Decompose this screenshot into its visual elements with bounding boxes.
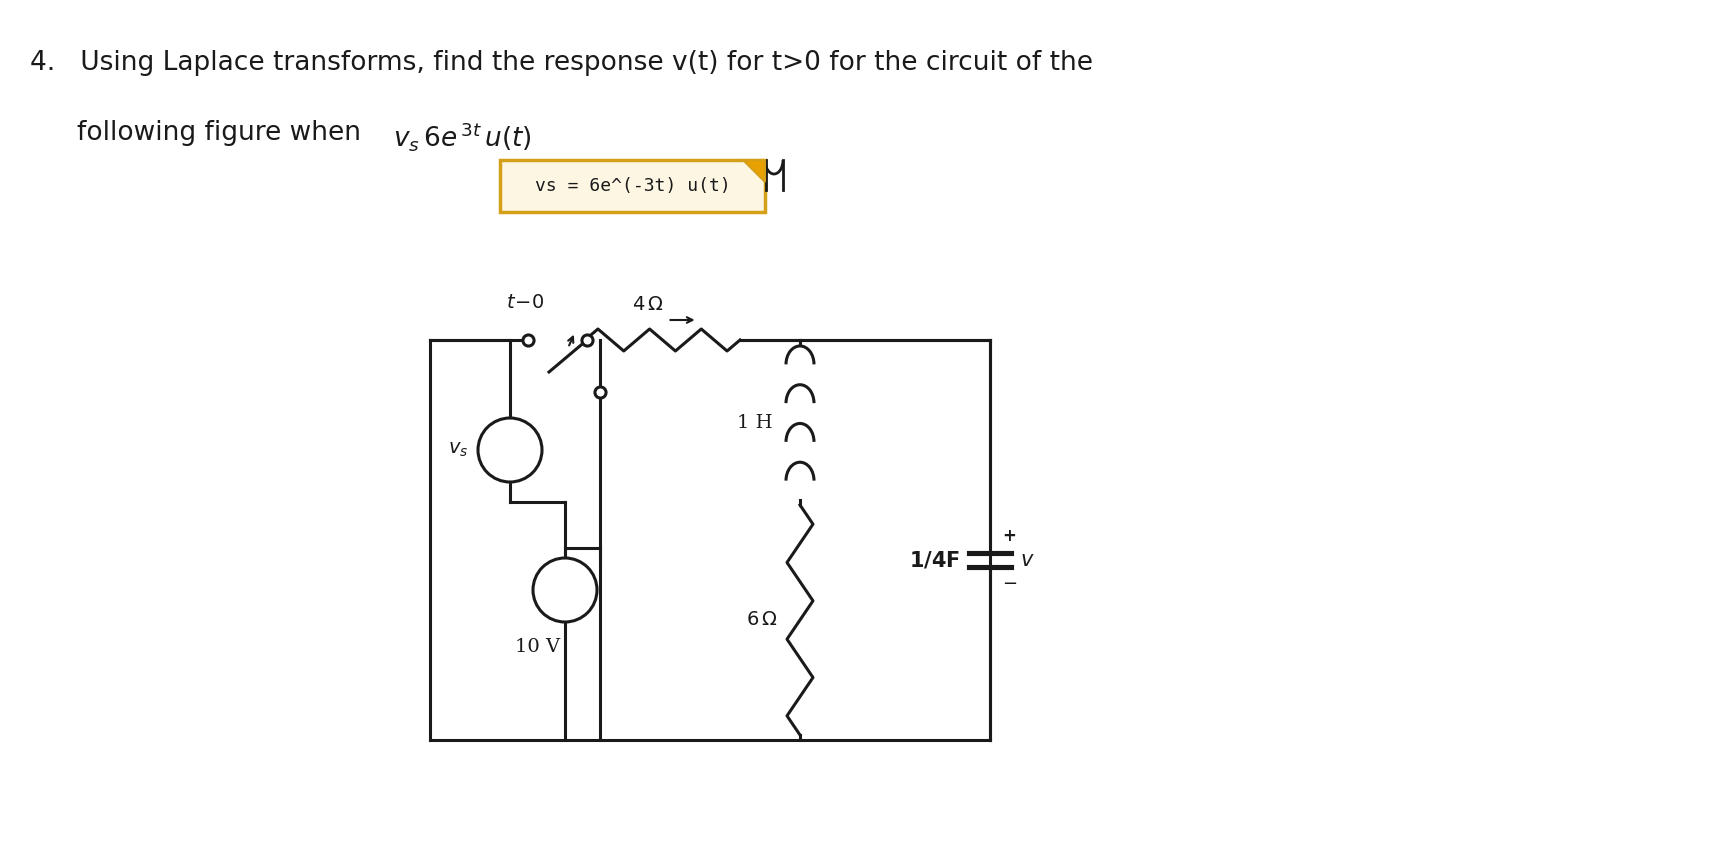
Text: +: + [559, 569, 571, 585]
Circle shape [533, 558, 597, 622]
Text: $4\,\Omega$: $4\,\Omega$ [632, 296, 663, 314]
FancyBboxPatch shape [500, 160, 766, 212]
Text: −: − [1002, 575, 1017, 593]
Text: −: − [557, 594, 573, 612]
Circle shape [477, 418, 542, 482]
Text: 4.   Using Laplace transforms, find the response v(t) for t>0 for the circuit of: 4. Using Laplace transforms, find the re… [30, 50, 1094, 76]
Text: $v$: $v$ [1021, 550, 1035, 569]
Text: following figure when: following figure when [76, 120, 370, 146]
Text: $v_s$: $v_s$ [448, 441, 469, 459]
Polygon shape [743, 160, 766, 182]
Text: $v_s\,6e^{\,3t}\,u(t)$: $v_s\,6e^{\,3t}\,u(t)$ [392, 120, 531, 153]
Text: +: + [503, 429, 516, 445]
Text: 1 H: 1 H [738, 414, 773, 432]
Text: $\mathbf{1/4F}$: $\mathbf{1/4F}$ [910, 550, 960, 570]
Text: $6\,\Omega$: $6\,\Omega$ [746, 611, 778, 629]
Text: −: − [502, 454, 517, 472]
Text: vs = 6e^(-3t) u(t): vs = 6e^(-3t) u(t) [535, 177, 731, 195]
Text: +: + [1002, 527, 1016, 545]
Text: 10 V: 10 V [516, 638, 561, 656]
Text: $t\!-\!0$: $t\!-\!0$ [505, 294, 543, 312]
